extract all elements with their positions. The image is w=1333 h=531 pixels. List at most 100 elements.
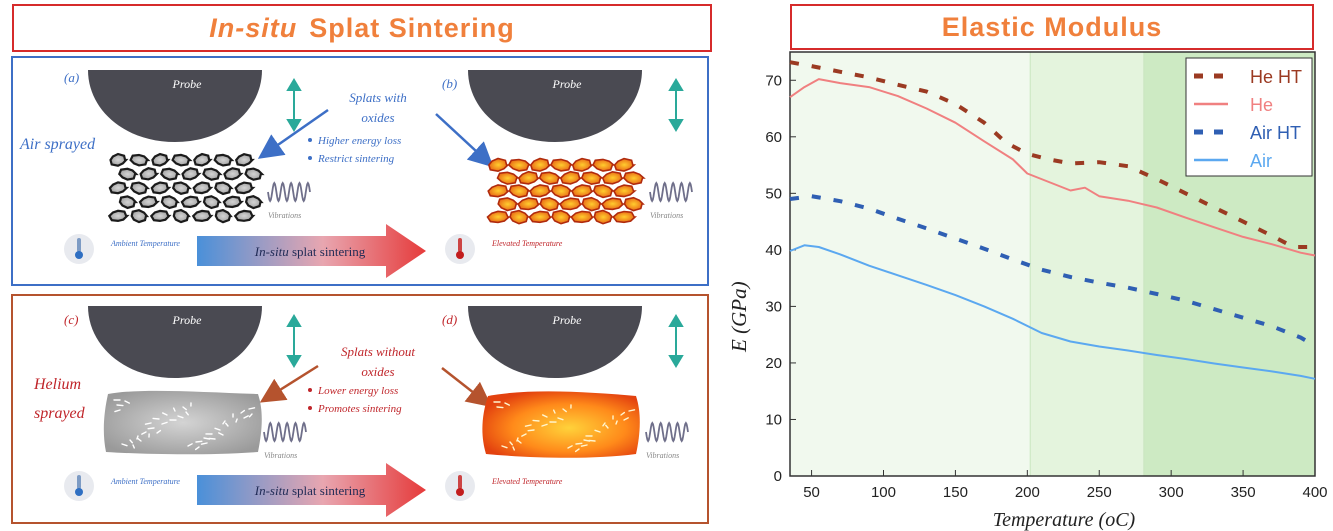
callout-arrow-left-icon [257, 108, 329, 159]
splat-icon [517, 197, 542, 211]
vertical-double-arrow-c-icon [286, 314, 302, 368]
vibration-wave-c-icon [263, 421, 307, 443]
splat-icon [612, 210, 638, 224]
texture-dash [141, 431, 147, 435]
texture-dash [532, 419, 540, 422]
series-he-ht-line [789, 60, 1315, 249]
splat-icon [528, 210, 553, 224]
splat-icon [223, 167, 244, 181]
splat-icon [234, 181, 256, 195]
helium-sprayed-label-line1: Helium [33, 376, 81, 393]
vertical-double-arrow-d-icon [668, 314, 684, 368]
splat-icon [507, 158, 532, 172]
probe-d-label: Probe [552, 313, 583, 327]
splat-icon [600, 197, 626, 211]
dense-splats-hot-texture-icon [493, 401, 636, 453]
texture-dash [575, 442, 583, 445]
splat-icon [601, 170, 625, 185]
texture-dash [509, 441, 514, 446]
series-air-ht-line [789, 194, 1317, 348]
panel-label-c: (c) [64, 312, 78, 327]
splat-icon [171, 181, 192, 195]
texture-dash [172, 407, 176, 412]
texture-dash [248, 413, 253, 418]
callout-c-bullet-1: Lower energy loss [317, 385, 398, 397]
splat-icon [244, 195, 264, 210]
vibrations-label-a: Vibrations [268, 211, 301, 220]
splat-icon [593, 209, 614, 225]
texture-dash [517, 439, 522, 444]
sintering-arrow-bottom-label: In-situ splat sintering [254, 483, 366, 498]
legend-label: He [1250, 95, 1273, 115]
bullet-dot-icon [308, 388, 312, 392]
splat-icon [160, 195, 180, 210]
texture-dash [512, 446, 515, 451]
texture-dash [580, 444, 588, 447]
texture-dash [602, 422, 606, 427]
vibrations-label-b: Vibrations [650, 211, 683, 220]
splat-icon [233, 209, 256, 222]
helium-sprayed-label-line2: sprayed [34, 405, 86, 422]
texture-dash [222, 420, 226, 425]
texture-dash [116, 404, 124, 407]
splat-icon [234, 153, 255, 167]
splat-icon [538, 171, 563, 185]
elevated-temp-label-b: Elevated Temperature [491, 239, 563, 248]
ambient-temp-label-a: Ambient Temperature [110, 239, 180, 248]
texture-dash [557, 417, 564, 421]
splat-icon [570, 210, 595, 224]
y-axis-label: E (GPa) [727, 281, 751, 353]
texture-dash [208, 437, 216, 440]
sintering-arrow-bottom-icon [197, 463, 426, 517]
texture-dash [187, 443, 193, 447]
thermometer-hot-icon [445, 471, 475, 501]
probe-a-label: Probe [172, 77, 203, 91]
splat-icon [202, 167, 223, 181]
x-tick-label: 350 [1231, 484, 1256, 501]
texture-dash [132, 444, 135, 449]
texture-dash [177, 415, 184, 419]
bullet-dot-icon [308, 406, 312, 410]
splat-icon [497, 197, 520, 212]
splat-icon [150, 181, 172, 195]
splat-icon [107, 209, 130, 223]
callout-arrow-right-icon [435, 113, 494, 168]
splat-icon [151, 152, 171, 167]
splat-icon [571, 157, 595, 172]
legend: He HT He Air HT Air [1185, 57, 1313, 177]
texture-dash [567, 445, 573, 449]
x-tick-label: 250 [1087, 484, 1112, 501]
splat-icon [559, 197, 584, 211]
elastic-modulus-chart: 50 100 150 200 250 300 350 400 0 10 20 30 40 50 60 70 H… [727, 51, 1328, 531]
texture-dash [152, 417, 160, 420]
splat-icon [139, 167, 160, 181]
splat-icon [191, 209, 214, 223]
panel-label-b: (b) [442, 76, 457, 91]
x-tick-label: 100 [871, 484, 896, 501]
probe-c-icon [88, 306, 262, 378]
texture-dash [623, 417, 629, 421]
texture-dash [562, 408, 567, 413]
splat-icon [496, 171, 521, 185]
texture-dash [604, 424, 609, 429]
callout-a-bullet-2: Restrict sintering [317, 153, 395, 165]
shaded-region-1 [1030, 52, 1144, 476]
ambient-temp-label-c: Ambient Temperature [110, 477, 180, 486]
splat-icon [517, 170, 541, 185]
splat-icon [129, 181, 151, 195]
bullet-dot-icon [308, 156, 312, 160]
thermometer-cold-icon [64, 234, 94, 264]
vibration-wave-d-icon [645, 421, 689, 443]
splat-icon [118, 195, 139, 210]
texture-dash [628, 409, 636, 412]
splat-icon [509, 209, 531, 225]
temperature-shaded-regions [790, 52, 1315, 476]
texture-dash [147, 427, 155, 430]
plot-frame [789, 51, 1316, 477]
probe-b-icon [468, 70, 642, 142]
y-tick-label: 40 [765, 242, 782, 259]
splat-icon [549, 158, 574, 172]
splat-icon [129, 153, 151, 167]
elevated-temp-label-d: Elevated Temperature [491, 477, 563, 486]
